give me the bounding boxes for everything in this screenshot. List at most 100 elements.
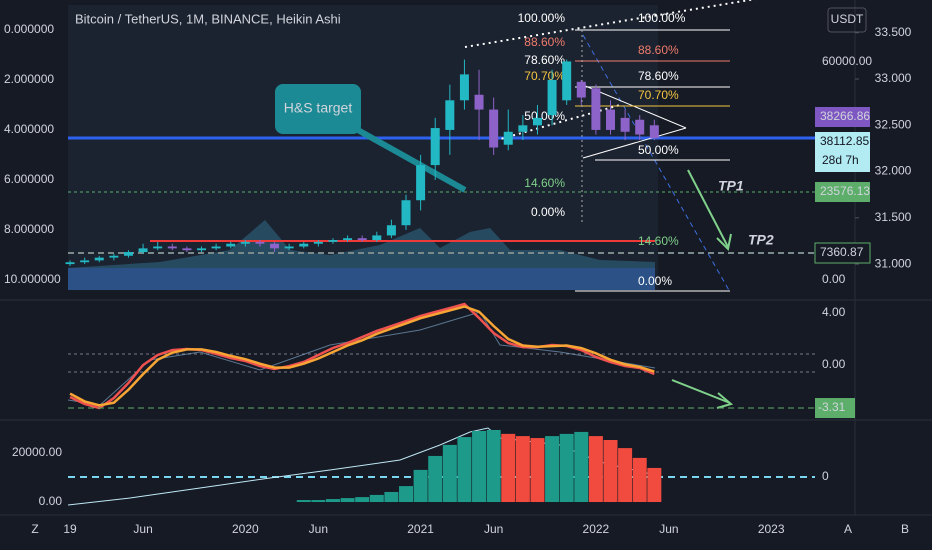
y-tick-label: 32.000: [875, 164, 912, 178]
candle-body: [299, 243, 309, 247]
candle-body: [138, 248, 148, 253]
volume-bar: [618, 448, 633, 503]
x-tick-label: Jun: [133, 522, 152, 536]
candle-body: [94, 257, 104, 261]
candle-body: [445, 100, 455, 130]
button[interactable]: Z: [31, 522, 38, 536]
candle-body: [474, 94, 484, 110]
left-tick-label: 0.000000: [4, 22, 54, 36]
candle-body: [80, 260, 90, 263]
volume-bar: [647, 467, 662, 503]
arrow: [687, 169, 729, 248]
callout-pointer: [338, 117, 467, 193]
fib-label: 70.70%: [524, 69, 565, 83]
price-tag: 23576.13: [820, 184, 870, 198]
arrow: [671, 379, 731, 404]
fib-label: 50.00%: [638, 143, 679, 157]
y-tick-label: 33.500: [875, 25, 912, 39]
volume-band: [68, 268, 655, 290]
candle-body: [649, 125, 659, 139]
tag-box: [815, 398, 855, 419]
button[interactable]: A: [844, 522, 852, 536]
candle-body: [372, 235, 382, 241]
fib-label: 0.00%: [531, 205, 565, 219]
volume-bar: [325, 499, 340, 503]
candle-body: [518, 125, 528, 132]
candle-body: [313, 241, 323, 244]
button[interactable]: B: [901, 522, 909, 536]
price-tag: 38266.86: [820, 109, 870, 123]
volume-bar: [515, 436, 530, 503]
candle-body: [459, 74, 469, 101]
candle-body: [284, 246, 294, 249]
candle-body: [430, 128, 440, 166]
candle-body: [226, 243, 236, 247]
left-tick-label: 4.000000: [4, 122, 54, 136]
fib-label: 78.60%: [524, 53, 565, 67]
x-tick-label: 2021: [407, 522, 434, 536]
candle-body: [182, 248, 192, 251]
triangle: [582, 127, 687, 159]
candle-body: [211, 246, 221, 249]
trend-line: [582, 34, 731, 293]
left-tick-label: 2.000000: [4, 72, 54, 86]
x-tick-label: Jun: [309, 522, 328, 536]
candle-body: [401, 200, 411, 226]
y3-tick-label: 60000.00: [822, 54, 872, 68]
x-tick-label: 2022: [583, 522, 610, 536]
price-tag-sub: 28d 7h: [822, 153, 859, 167]
range-box: [68, 5, 658, 290]
volume-bar: [384, 491, 399, 503]
candle-body: [343, 238, 353, 241]
volume-bar: [472, 430, 487, 503]
fib-label: 88.60%: [638, 43, 679, 57]
trend-line: [489, 104, 621, 143]
candle-body: [255, 241, 265, 244]
volume-bar: [457, 437, 472, 503]
candle-body: [489, 109, 499, 148]
price-tag-box: [815, 132, 870, 172]
volume-bar: [545, 436, 560, 503]
candle-body: [123, 252, 133, 256]
candle-body: [167, 246, 177, 249]
volume-bar: [530, 438, 545, 503]
x-tick-label: Jun: [659, 522, 678, 536]
candle-body: [386, 225, 396, 236]
candle-body: [635, 119, 645, 135]
fib-label: 0.00%: [638, 274, 672, 288]
volume-bar: [296, 500, 311, 503]
x-tick-label: Jun: [484, 522, 503, 536]
y-tick-label: 0.00: [39, 494, 63, 508]
osc-line: [69, 305, 655, 407]
candle-body: [240, 241, 250, 244]
price-tag: 7360.87: [820, 245, 864, 259]
volume-bar: [632, 457, 647, 503]
price-tag: 38112.85: [820, 134, 869, 148]
candle-body: [591, 88, 601, 130]
left-tick-label: 6.000000: [4, 172, 54, 186]
volume-bar: [399, 486, 414, 503]
fib-label: 100.00%: [518, 11, 566, 25]
fib-label: 70.70%: [638, 88, 679, 102]
y-tick-label: 31.000: [875, 256, 912, 270]
candle-body: [270, 243, 280, 249]
fib-label: 14.60%: [524, 176, 565, 190]
x-tick-label: 19: [63, 522, 77, 536]
arrow-head: [716, 392, 734, 409]
currency: USDT: [831, 12, 864, 26]
y2-tick-label: 0: [822, 469, 829, 483]
candle-body: [416, 165, 426, 201]
volume-bar: [603, 440, 618, 503]
candle-body: [562, 61, 572, 101]
arrow-head: [716, 233, 732, 252]
candle-body: [532, 117, 542, 126]
candle-body: [328, 240, 338, 242]
candle-body: [109, 255, 119, 258]
volume-bar: [442, 444, 457, 503]
volume-bar: [369, 494, 384, 503]
candle-body: [606, 109, 616, 130]
price-tag-box: [814, 242, 871, 264]
fib-label: 88.60%: [524, 35, 565, 49]
candle-body: [547, 79, 557, 116]
